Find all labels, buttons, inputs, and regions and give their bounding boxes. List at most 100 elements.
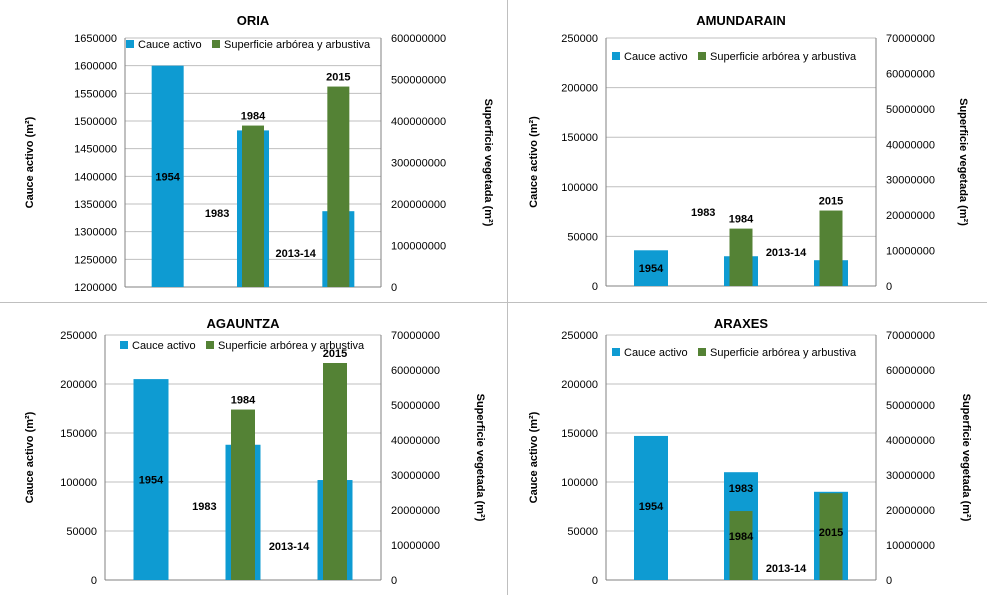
y-axis-title: Cauce activo (m²) [528,116,540,208]
y2-tick-label: 300000000 [391,158,446,170]
bar-label: 2013-14 [275,248,316,260]
chart-panel-amundarain: AMUNDARAIN 0 50000 100000 150000 200000 250000… [508,0,987,302]
bar-label: 1984 [729,214,754,226]
y-tick-label: 200000 [60,379,97,391]
y-tick-label: 0 [592,281,598,293]
bar-label: 2015 [323,348,347,360]
y2-tick-label: 500000000 [391,75,446,87]
bar-label: 1954 [639,501,664,513]
y-tick-label: 1400000 [74,171,117,183]
legend: Cauce activo Superficie arbórea y arbusti… [612,51,857,63]
y-tick-label: 150000 [561,132,598,144]
y-tick-label: 50000 [567,231,598,243]
legend-swatch [120,341,128,349]
y2-tick-label: 70000000 [886,330,935,342]
chart-title: AGAUNTZA [207,316,281,331]
y-axis-title: Cauce activo (m²) [24,411,36,503]
y2-tick-label: 30000000 [886,470,935,482]
y2-axis-title: Superficie vegetada (m²) [960,394,972,522]
bar-label: 1984 [241,111,266,123]
chart-panel-oria: ORIA 1200000 1250000 1300000 1350000 1400000 1… [0,0,507,302]
y-tick-label: 250000 [561,33,598,45]
y-tick-label: 100000 [60,477,97,489]
bar-superficie-arborea [729,228,753,286]
y2-tick-label: 0 [886,281,892,293]
legend: Cauce activo Superficie arbórea y arbusti… [120,340,365,352]
legend-label: Cauce activo [138,39,202,51]
bar-label: 1954 [139,475,164,487]
y-axis-title: Cauce activo (m²) [528,411,540,503]
vertical-divider [507,0,508,595]
bar-label: 2013-14 [766,563,807,575]
chart-svg: AMUNDARAIN 0 50000 100000 150000 200000 250000… [528,13,969,293]
legend-swatch [206,341,214,349]
y-tick-label: 150000 [561,428,598,440]
legend-label: Cauce activo [624,347,688,359]
y-tick-label: 150000 [60,428,97,440]
bar-label: 2013-14 [269,541,310,553]
legend-label: Superficie arbórea y arbustiva [710,51,857,63]
y-tick-label: 1250000 [74,254,117,266]
chart-title: ORIA [237,13,270,28]
bar-superficie-arborea [819,210,843,286]
legend-label: Superficie arbórea y arbustiva [710,347,857,359]
bar-cauce-activo [151,65,184,288]
y2-tick-label: 0 [391,575,397,587]
y2-tick-label: 400000000 [391,116,446,128]
y-tick-label: 1450000 [74,144,117,156]
y2-tick-label: 70000000 [886,33,935,45]
y-tick-label: 250000 [60,330,97,342]
bar-label: 2015 [819,196,843,208]
legend-label: Cauce activo [132,340,196,352]
chart-svg: AGAUNTZA 0 50000 100000 150000 200000 250000 0 1… [24,316,486,587]
bar-superficie-arborea [819,493,843,580]
bar-label: 1984 [231,395,256,407]
y-tick-label: 1500000 [74,116,117,128]
legend-swatch [698,52,706,60]
y2-tick-label: 60000000 [886,68,935,80]
y2-tick-label: 200000000 [391,199,446,211]
legend: Cauce activo Superficie arbórea y arbusti… [126,39,371,51]
y-tick-label: 250000 [561,330,598,342]
chart-svg: ORIA 1200000 1250000 1300000 1350000 1400000 1… [24,13,494,294]
y2-axis-title: Superficie vegetada (m²) [474,394,486,522]
bar-label: 2015 [819,527,843,539]
bar-superficie-arborea [231,409,255,580]
bar-label: 1984 [729,531,754,543]
bar-label: 1983 [205,208,229,220]
bar-label: 1983 [192,501,216,513]
chart-panel-agauntza: AGAUNTZA 0 50000 100000 150000 200000 250000 0 1… [0,303,507,595]
chart-panel-araxes: ARAXES 0 50000 100000 150000 200000 250000 0 100… [508,303,987,595]
y2-tick-label: 600000000 [391,33,446,45]
y2-tick-label: 40000000 [886,139,935,151]
y-tick-label: 1350000 [74,199,117,211]
y-tick-label: 100000 [561,182,598,194]
horizontal-divider [0,302,987,303]
y-tick-label: 1600000 [74,61,117,73]
bar-cauce-activo [634,435,668,580]
y-tick-label: 200000 [561,83,598,95]
y-tick-label: 50000 [66,526,97,538]
y-axis-title: Cauce activo (m²) [24,116,36,208]
y2-tick-label: 10000000 [886,246,935,258]
bar-label: 2013-14 [766,247,807,259]
bar-label: 1983 [691,207,715,219]
legend-label: Cauce activo [624,51,688,63]
y2-tick-label: 40000000 [391,435,440,447]
y-tick-label: 200000 [561,379,598,391]
y-tick-label: 1550000 [74,88,117,100]
legend-swatch [698,348,706,356]
y2-tick-label: 0 [886,575,892,587]
legend-label: Superficie arbórea y arbustiva [224,39,371,51]
y2-tick-label: 100000000 [391,241,446,253]
y2-tick-label: 20000000 [886,210,935,222]
y2-tick-label: 30000000 [391,470,440,482]
legend-swatch [612,52,620,60]
y2-tick-label: 60000000 [886,365,935,377]
legend-label: Superficie arbórea y arbustiva [218,340,365,352]
y2-axis-title: Superficie vegetada (m²) [482,99,494,227]
chart-title: ARAXES [714,316,769,331]
bar-cauce-activo [634,250,668,286]
chart-title: AMUNDARAIN [696,13,786,28]
